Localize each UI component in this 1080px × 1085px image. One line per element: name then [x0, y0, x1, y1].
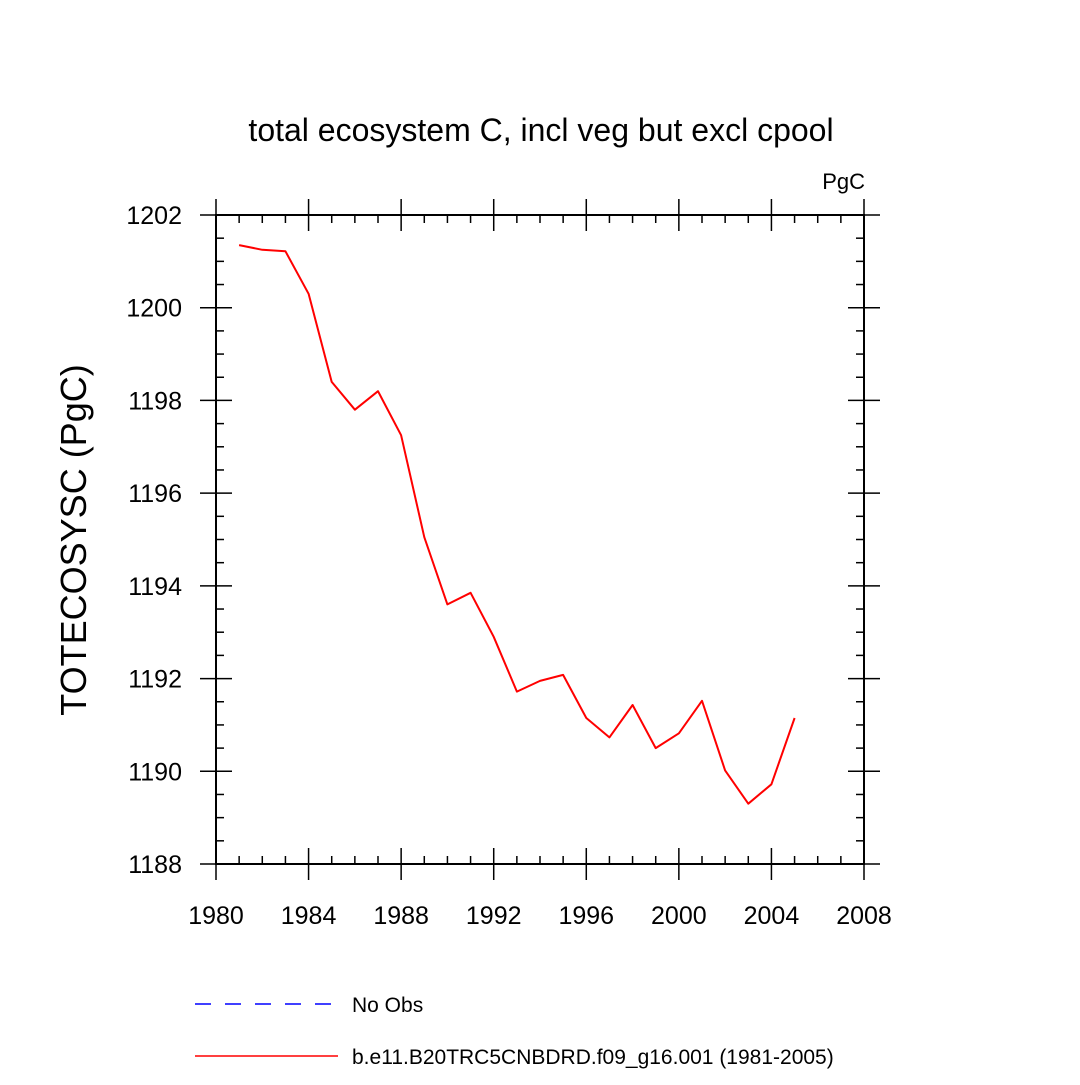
axis-ticks	[200, 199, 880, 880]
x-tick-label: 1988	[373, 902, 429, 930]
legend-label: b.e11.B20TRC5CNBDRD.f09_g16.001 (1981-20…	[352, 1046, 834, 1069]
x-tick-label: 1992	[466, 902, 522, 930]
x-tick-label: 2000	[651, 902, 707, 930]
plot-frame	[215, 214, 865, 865]
x-tick-label: 2008	[836, 902, 892, 930]
x-tick-label: 1996	[558, 902, 614, 930]
x-tick-label: 1980	[188, 902, 244, 930]
chart-title: total ecosystem C, incl veg but excl cpo…	[248, 112, 833, 148]
legend: No Obs b.e11.B20TRC5CNBDRD.f09_g16.001 (1…	[195, 994, 834, 1069]
y-tick-label: 1192	[128, 666, 182, 694]
y-tick-label: 1188	[128, 851, 182, 879]
y-tick-label: 1196	[128, 480, 182, 508]
tick-labels: 1980 1984 1988 1992 1996 2000 2004 2008 1188 1190…	[126, 202, 891, 930]
y-tick-label: 1202	[126, 202, 182, 230]
x-tick-label: 1984	[281, 902, 337, 930]
units-label: PgC	[822, 169, 865, 194]
x-tick-label: 2004	[744, 902, 800, 930]
y-tick-label: 1190	[128, 758, 182, 786]
y-axis-label: TOTECOSYSC (PgC)	[53, 364, 94, 715]
legend-label: No Obs	[352, 994, 423, 1017]
series-line	[238, 244, 796, 805]
series-lines	[238, 244, 796, 805]
y-tick-label: 1198	[128, 387, 182, 415]
y-tick-label: 1194	[128, 573, 182, 601]
y-tick-label: 1200	[126, 295, 182, 323]
